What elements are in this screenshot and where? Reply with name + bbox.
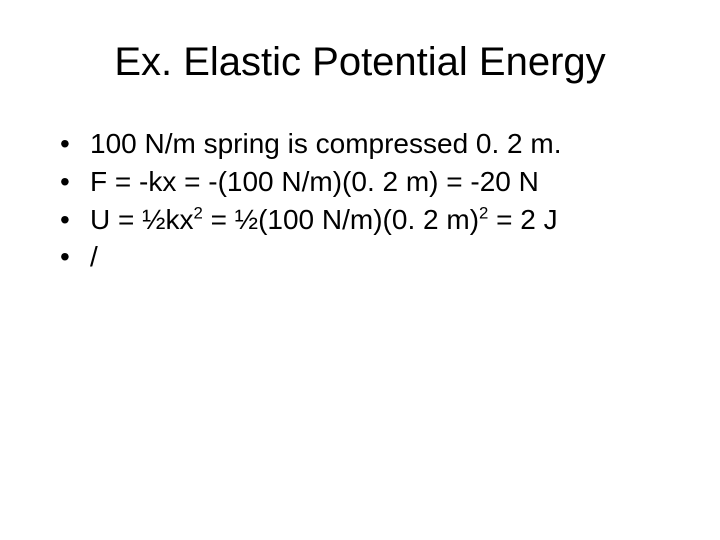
bullet-list: 100 N/m spring is compressed 0. 2 m. F =…	[60, 125, 680, 276]
list-item: F = -kx = -(100 N/m)(0. 2 m) = -20 N	[60, 163, 680, 201]
slide: Ex. Elastic Potential Energy 100 N/m spr…	[0, 0, 720, 540]
list-item: 100 N/m spring is compressed 0. 2 m.	[60, 125, 680, 163]
list-item: /	[60, 238, 680, 276]
list-item: U = ½kx2 = ½(100 N/m)(0. 2 m)2 = 2 J	[60, 201, 680, 239]
slide-title: Ex. Elastic Potential Energy	[40, 40, 680, 85]
